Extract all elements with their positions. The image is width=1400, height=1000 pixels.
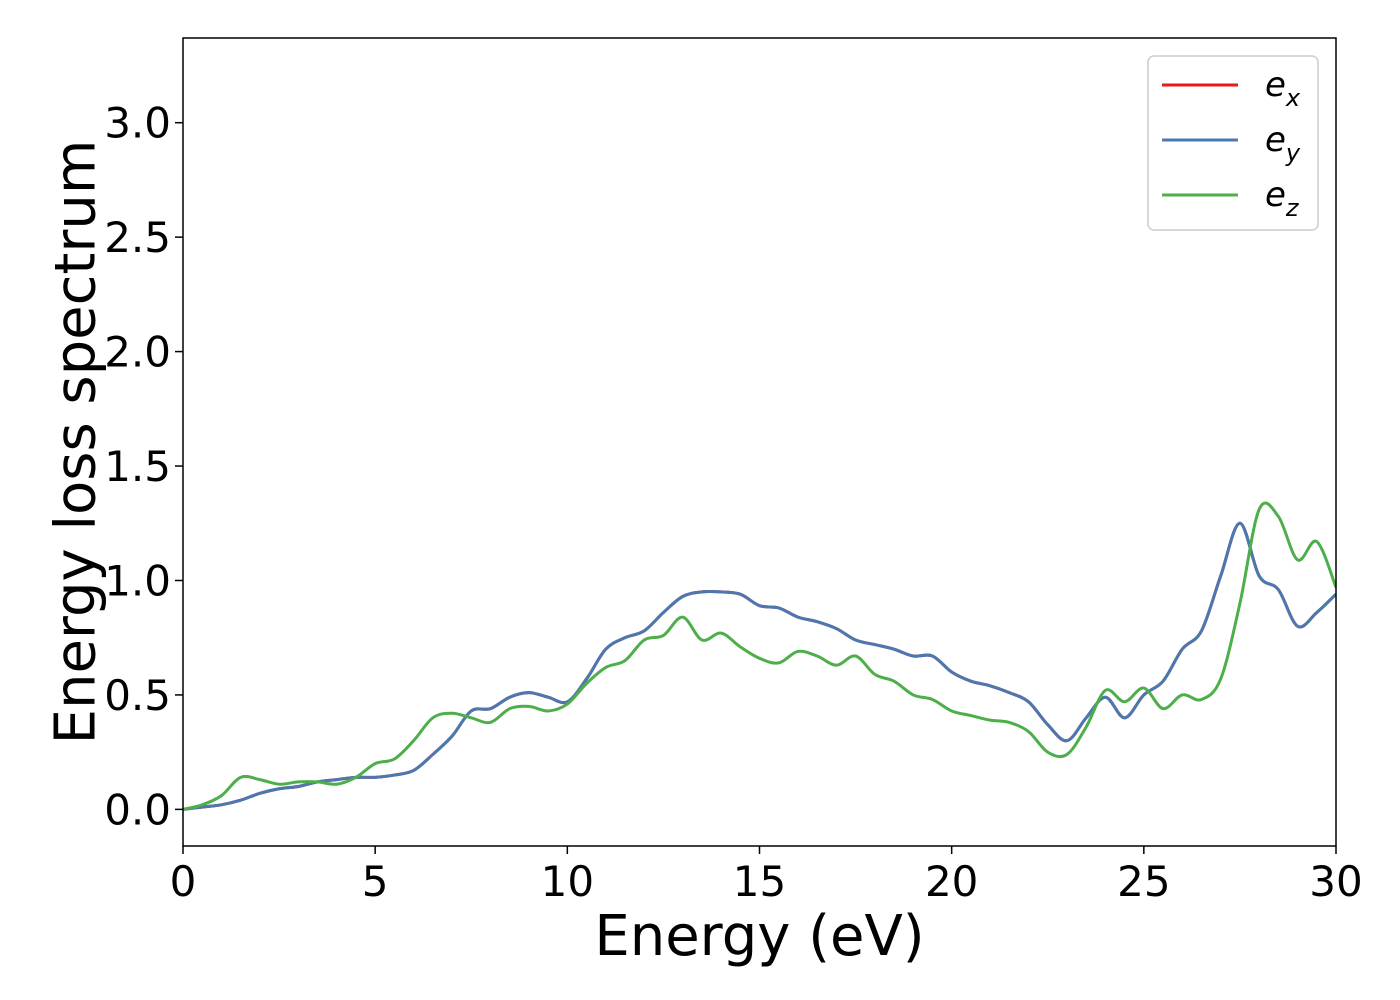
- y-tick-label: 2.0: [104, 328, 171, 377]
- series-line-e-y: [183, 521, 1336, 811]
- y-tick-label: 1.0: [104, 556, 171, 605]
- x-axis-label: Energy (eV): [594, 904, 924, 969]
- y-tick-label: 3.0: [104, 99, 171, 148]
- series-line-e-z: [183, 501, 1336, 811]
- x-tick-label: 10: [541, 857, 594, 906]
- legend-label-base: e: [1265, 175, 1286, 215]
- legend-label-base: e: [1265, 65, 1286, 105]
- y-axis-label: Energy loss spectrum: [44, 140, 109, 745]
- x-tick-label: 25: [1117, 857, 1170, 906]
- legend-label-sub: y: [1285, 139, 1301, 167]
- x-tick-label: 20: [925, 857, 978, 906]
- legend-label-sub: z: [1285, 194, 1300, 222]
- legend-label-base: e: [1265, 120, 1286, 160]
- y-tick-label: 2.5: [104, 213, 171, 262]
- x-tick-label: 5: [362, 857, 389, 906]
- x-tick-label: 30: [1309, 857, 1362, 906]
- legend-label-ez: ez: [1265, 175, 1300, 222]
- x-axis: 0 5 10 15 20 25 30: [170, 846, 1363, 906]
- legend-label-ey: ey: [1265, 120, 1301, 167]
- y-tick-label: 1.5: [104, 442, 171, 491]
- legend-label-sub: x: [1285, 84, 1301, 112]
- y-tick-label: 0.0: [104, 785, 171, 834]
- legend-label-ex: ex: [1265, 65, 1301, 112]
- y-tick-label: 0.5: [104, 671, 171, 720]
- legend-box: [1147, 55, 1319, 231]
- y-axis: 0.0 0.5 1.0 1.5 2.0 2.5 3.0: [104, 99, 183, 834]
- x-tick-label: 0: [170, 857, 197, 906]
- series-layer: [183, 501, 1336, 811]
- x-tick-label: 15: [733, 857, 786, 906]
